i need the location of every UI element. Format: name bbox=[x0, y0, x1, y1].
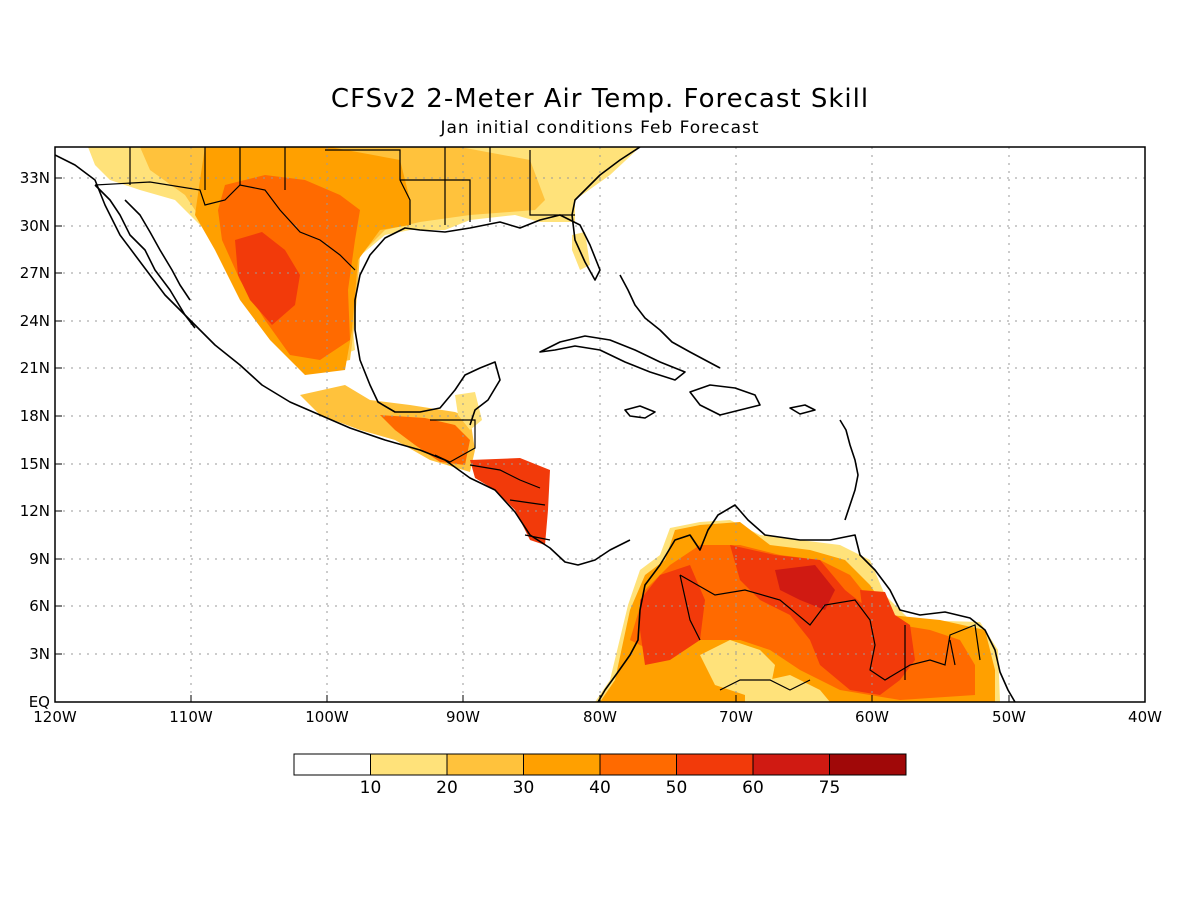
coast-cuba bbox=[539, 335, 686, 381]
colorbar-label: 50 bbox=[666, 778, 688, 798]
border-us-states bbox=[129, 147, 575, 225]
coast-jamaica bbox=[624, 405, 656, 419]
graticule bbox=[55, 147, 1145, 702]
colorbar-bin bbox=[293, 753, 371, 776]
lon-label: 90W bbox=[446, 708, 480, 726]
coast-baja-california bbox=[94, 184, 196, 329]
tick-marks bbox=[55, 177, 1010, 702]
lat-label: 21N bbox=[20, 359, 50, 377]
coast-gulf-of-mexico bbox=[354, 147, 641, 426]
colorbar-label: 30 bbox=[513, 778, 535, 798]
border-central-america bbox=[469, 464, 551, 541]
colorbar-bin bbox=[370, 753, 448, 776]
shade-mexico-60 bbox=[235, 232, 300, 325]
colorbar-bin bbox=[446, 753, 524, 776]
border-south-america bbox=[679, 574, 981, 691]
colorbar-bin bbox=[829, 753, 907, 776]
shade-sa-60b bbox=[730, 545, 900, 695]
lon-label: 80W bbox=[583, 708, 617, 726]
coast-lesser-antilles bbox=[839, 419, 859, 521]
border-guatemala bbox=[430, 419, 476, 463]
lat-label: EQ bbox=[29, 693, 50, 711]
lon-label: 120W bbox=[33, 708, 77, 726]
coast-hispaniola bbox=[689, 384, 761, 416]
lat-label: 18N bbox=[20, 407, 50, 425]
colorbar-bin bbox=[676, 753, 754, 776]
longitude-labels: 120W 110W 100W 90W 80W 70W 60W 50W 40W bbox=[33, 708, 1162, 726]
shade-nicaragua-60 bbox=[470, 458, 550, 545]
shade-sa-low-interior bbox=[700, 640, 775, 695]
lat-label: 12N bbox=[20, 502, 50, 520]
colorbar-label: 60 bbox=[742, 778, 764, 798]
lon-label: 60W bbox=[855, 708, 889, 726]
shade-sa-60c bbox=[860, 590, 915, 680]
colorbar-label: 10 bbox=[360, 778, 382, 798]
colorbar-bin bbox=[752, 753, 830, 776]
colorbar: 10 20 30 40 50 60 75 bbox=[293, 753, 907, 798]
map-subtitle: Jan initial conditions Feb Forecast bbox=[440, 118, 760, 138]
shade-sa-60a bbox=[640, 565, 705, 665]
skill-shading bbox=[88, 147, 1000, 702]
lat-label: 9N bbox=[29, 550, 50, 568]
coast-bahamas bbox=[619, 274, 721, 369]
coast-north-america bbox=[55, 154, 631, 566]
border-us-mexico bbox=[94, 181, 356, 271]
lon-label: 100W bbox=[305, 708, 349, 726]
coast-puerto-rico bbox=[789, 404, 816, 415]
lon-label: 40W bbox=[1128, 708, 1162, 726]
lon-label: 110W bbox=[169, 708, 213, 726]
political-borders bbox=[94, 147, 981, 691]
lon-label: 50W bbox=[992, 708, 1026, 726]
lat-label: 6N bbox=[29, 597, 50, 615]
lat-label: 3N bbox=[29, 645, 50, 663]
lat-label: 15N bbox=[20, 455, 50, 473]
colorbar-bin bbox=[599, 753, 677, 776]
lat-label: 33N bbox=[20, 169, 50, 187]
lon-label: 70W bbox=[719, 708, 753, 726]
colorbar-label: 75 bbox=[819, 778, 841, 798]
map-title: CFSv2 2-Meter Air Temp. Forecast Skill bbox=[330, 84, 870, 114]
lat-label: 30N bbox=[20, 217, 50, 235]
lat-label: 27N bbox=[20, 264, 50, 282]
colorbar-label: 20 bbox=[436, 778, 458, 798]
coastlines bbox=[55, 147, 1016, 702]
shade-sa-75 bbox=[775, 565, 835, 610]
latitude-labels: 33N 30N 27N 24N 21N 18N 15N 12N 9N 6N 3N… bbox=[20, 169, 50, 711]
colorbar-label: 40 bbox=[589, 778, 611, 798]
lat-label: 24N bbox=[20, 312, 50, 330]
shade-cam-50 bbox=[380, 415, 470, 465]
colorbar-bin bbox=[523, 753, 601, 776]
coast-south-america bbox=[597, 504, 1016, 702]
